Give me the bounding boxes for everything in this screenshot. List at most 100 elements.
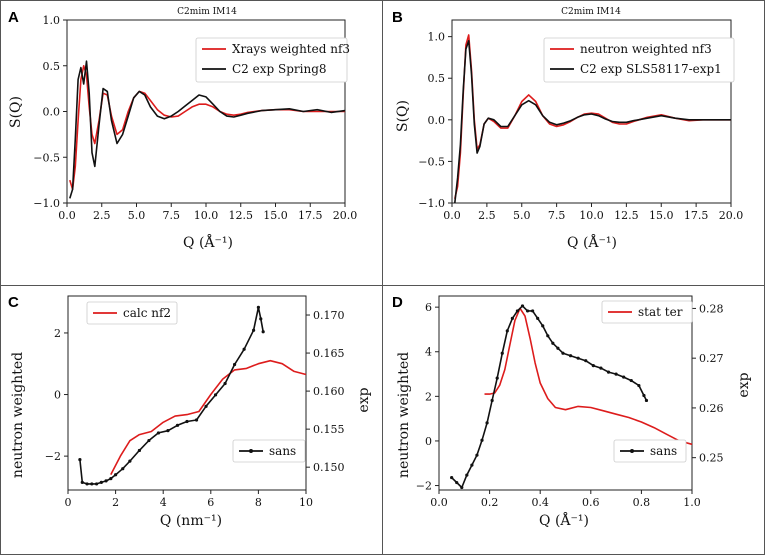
panel-d-data-point — [591, 364, 595, 368]
panel-d-data-point — [531, 309, 535, 313]
panel-d-y2tick-label: 0.25 — [699, 452, 724, 465]
panel-d-data-point — [515, 309, 520, 313]
panel-c-y2label: exp — [356, 387, 372, 412]
panel-b-plot: 0.0 2.5 5.0 7.5 10.0 12.5 15.0 17.5 20.0 −1.0 −0.5… — [418, 19, 744, 222]
panel-c-data-point — [204, 404, 208, 408]
panel-a-title: C2mim IM14 — [177, 7, 237, 17]
panel-d-xlabel: Q (Å⁻¹) — [539, 511, 589, 529]
panel-b-xtick-label: 5.0 — [513, 209, 531, 222]
panel-d-axes-frame — [438, 295, 693, 491]
panel-c-data-point — [104, 479, 108, 483]
panel-d-data-point — [500, 351, 504, 355]
panel-d-xtick-label: 0.6 — [582, 496, 600, 509]
panel-c-data-point — [156, 431, 161, 435]
panel-label-b: B — [392, 9, 403, 26]
panel-d-y2tick-label: 0.27 — [699, 352, 724, 365]
panel-d-data-point — [599, 366, 603, 370]
panel-d-data-point — [629, 378, 633, 383]
panel-c-data-point — [99, 480, 103, 484]
panel-a-xtick-label: 20.0 — [333, 209, 358, 222]
panel-c-data-point — [121, 467, 125, 471]
panel-d-data-point — [470, 463, 474, 467]
panel-c-data-point — [259, 317, 263, 321]
panel-d-data-point — [480, 438, 484, 442]
panel-c-data-point — [233, 362, 237, 367]
panel-b-xtick-label: 7.5 — [548, 209, 566, 222]
panel-c-data-point — [166, 429, 170, 433]
panel-b-xtick-label: 20.0 — [719, 209, 744, 222]
panel-c-data-point — [109, 476, 113, 481]
panel-c-legend — [86, 301, 178, 325]
panel-d-xtick-label: 1.0 — [683, 496, 701, 509]
panel-d-data-point — [455, 480, 459, 485]
panel-c-ytick-label: −2 — [45, 450, 61, 463]
panel-a-series-exp-line — [69, 60, 346, 199]
panel-a-xtick-label: 15.0 — [263, 209, 288, 222]
panel-d-data-point — [465, 473, 469, 477]
panel-c-data-point — [90, 482, 94, 486]
panel-b-ytick-label: −1.0 — [418, 197, 445, 210]
panel-c-xlabel: Q (nm⁻¹) — [160, 513, 222, 529]
panel-d-ytick-label: −2 — [416, 480, 432, 493]
panel-c-axes-frame — [67, 295, 307, 491]
panel-c-data-point — [94, 482, 99, 486]
panel-c-data-point — [114, 473, 118, 477]
panel-a-xtick-label: 7.5 — [163, 209, 181, 222]
panel-d-data-point — [606, 370, 611, 374]
panel-b-ytick-label: 1.0 — [428, 31, 446, 44]
panel-d-ytick-label: 6 — [425, 301, 432, 314]
panel-d-data-point — [576, 356, 580, 360]
panel-b-xtick-label: 15.0 — [649, 209, 674, 222]
panel-c-y2tick-label: 0.150 — [313, 461, 345, 474]
panel-c-data-point — [261, 330, 265, 334]
panel-d-data-point — [495, 376, 499, 380]
panel-d-data-point — [520, 304, 525, 308]
panel-b-series-exp-line — [454, 39, 731, 204]
panel-d-xtick-label: 0.2 — [481, 496, 499, 509]
panel-a-series-model-line — [69, 65, 345, 191]
panel-d-data-point — [546, 334, 550, 338]
panel-label-d: D — [392, 294, 403, 311]
panel-c-data-point — [137, 448, 141, 453]
panel-d-legend — [601, 300, 693, 324]
panel-label-a: A — [8, 9, 19, 26]
panel-d-data-point — [637, 383, 641, 388]
panel-a-xtick-label: 2.5 — [93, 209, 111, 222]
panel-c-legend — [232, 439, 306, 463]
panel-d-ytick-label: 4 — [425, 346, 432, 359]
panel-d-data-point — [510, 316, 514, 320]
panel-c-xtick-label: 8 — [255, 496, 262, 509]
panel-c-data-point — [80, 480, 84, 484]
panel-c-xtick-label: 2 — [112, 496, 119, 509]
panel-d-legend — [613, 439, 687, 463]
panel-c-y2tick-label: 0.165 — [313, 347, 345, 360]
panel-a-plot: 0.0 2.5 5.0 7.5 10.0 12.5 15.0 17.5 20.0 −1.0 −0.5… — [33, 14, 357, 222]
panel-a-ytick-label: 0.5 — [43, 60, 61, 73]
panel-d-data-point — [460, 485, 464, 490]
panel-d-data-point — [556, 346, 560, 350]
panel-d-data-point — [642, 393, 646, 398]
panel-c-y2tick-label: 0.155 — [313, 423, 345, 436]
panel-c-data-point — [213, 393, 218, 397]
panel-c-series-model-line — [110, 359, 307, 475]
panel-b-ytick-label: −0.5 — [418, 155, 445, 168]
panel-c-xtick-label: 10 — [299, 496, 313, 509]
panel-d-legend-label: sans — [650, 444, 677, 458]
panel-b-ytick-label: 0.5 — [428, 72, 446, 85]
panel-b-legend-label: neutron weighted nf3 — [580, 42, 712, 56]
panel-d-data-point — [485, 421, 489, 425]
panel-c-ytick-label: 2 — [54, 327, 61, 340]
panel-c-y2tick-label: 0.160 — [313, 385, 345, 398]
panel-b-legend — [543, 37, 735, 83]
panel-d-ytick-label: 2 — [425, 390, 432, 403]
panel-c-data-point — [78, 457, 82, 462]
panel-c-xtick-label: 6 — [207, 496, 214, 509]
panel-a-xtick-label: 10.0 — [194, 209, 219, 222]
panel-d-ytick-label: 0 — [425, 435, 432, 448]
panel-a-ytick-label: −1.0 — [33, 197, 60, 210]
panel-label-c: C — [8, 294, 19, 311]
panel-c-data-point — [175, 423, 180, 427]
panel-d-data-point — [551, 341, 555, 345]
panel-c-legend-label: calc nf2 — [123, 306, 171, 320]
panel-d-xtick-label: 0.0 — [430, 496, 448, 509]
